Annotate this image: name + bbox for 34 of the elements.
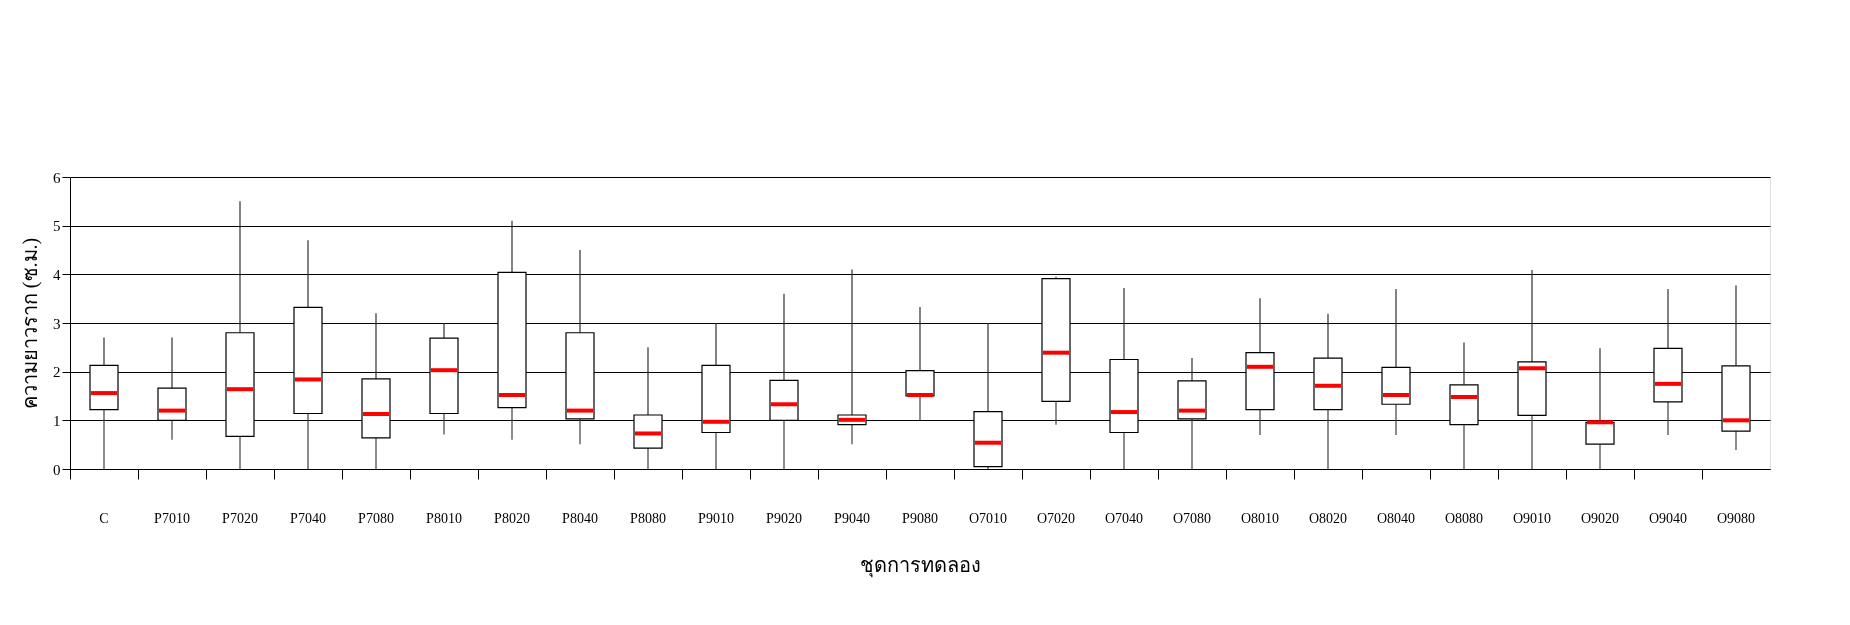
x-tick-label: P9020 bbox=[766, 510, 802, 526]
x-tick-label: O9020 bbox=[1580, 510, 1620, 526]
x-tick-label: O9010 bbox=[1512, 510, 1552, 526]
x-tick-label: O8080 bbox=[1444, 510, 1484, 526]
y-axis-title: ความยาวราก (ซ.ม.) bbox=[19, 237, 42, 410]
x-tick-label: P7010 bbox=[154, 510, 190, 526]
x-tick-label: O7080 bbox=[1172, 510, 1212, 526]
x-tick-label: O8010 bbox=[1240, 510, 1280, 526]
y-tick-label: 4 bbox=[53, 266, 61, 283]
x-tick-label: P8040 bbox=[562, 510, 598, 526]
x-axis-title: ชุดการทดลอง bbox=[860, 553, 981, 578]
x-tick-label: O7040 bbox=[1104, 510, 1144, 526]
x-tick-label: P9010 bbox=[698, 510, 734, 526]
x-tick-label: P9080 bbox=[902, 510, 938, 526]
x-tick-label: O9080 bbox=[1716, 510, 1756, 526]
y-tick-label: 3 bbox=[53, 315, 61, 332]
x-tick-label: P9040 bbox=[834, 510, 870, 526]
x-tick-label: C bbox=[99, 510, 109, 526]
x-tick-label: O9040 bbox=[1648, 510, 1688, 526]
y-tick-label: 1 bbox=[53, 412, 61, 429]
x-tick-label: P7040 bbox=[290, 510, 326, 526]
y-tick-label: 6 bbox=[53, 169, 61, 186]
x-tick-label: O8040 bbox=[1376, 510, 1416, 526]
x-tick-label: O7020 bbox=[1036, 510, 1076, 526]
y-tick-label: 2 bbox=[53, 364, 61, 381]
x-tick-label: P7080 bbox=[358, 510, 394, 526]
x-tick-label: P7020 bbox=[222, 510, 258, 526]
x-tick-label: P8080 bbox=[630, 510, 666, 526]
x-tick-label: P8010 bbox=[426, 510, 462, 526]
x-tick-label: P8020 bbox=[494, 510, 530, 526]
y-tick-label: 5 bbox=[53, 218, 61, 235]
y-tick-label: 0 bbox=[53, 461, 61, 478]
x-tick-label: O8020 bbox=[1308, 510, 1348, 526]
x-tick-label: O7010 bbox=[968, 510, 1008, 526]
